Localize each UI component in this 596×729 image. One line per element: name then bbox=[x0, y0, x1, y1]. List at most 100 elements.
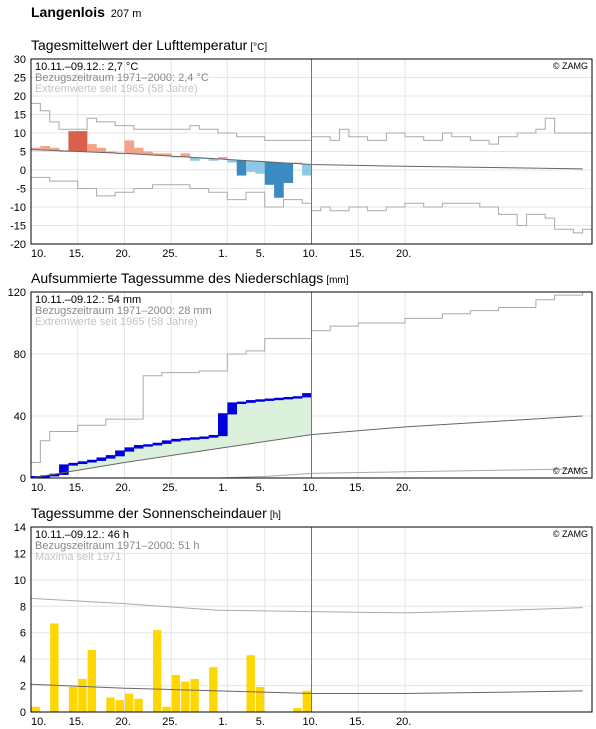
station-header: Langenlois 207 m bbox=[31, 4, 141, 20]
x-tick-label: 15. bbox=[69, 248, 84, 260]
x-tick-label: 25. bbox=[162, 248, 177, 260]
precipitation-daily-increment bbox=[292, 396, 303, 399]
sunshine-bar bbox=[162, 706, 171, 712]
precipitation-daily-increment bbox=[77, 461, 88, 465]
temperature-bar bbox=[105, 151, 116, 153]
precipitation-daily-increment bbox=[49, 473, 60, 477]
sunshine-bar bbox=[106, 697, 115, 712]
precipitation-daily-increment bbox=[87, 459, 97, 463]
zamg-mark: © ZAMG bbox=[553, 466, 588, 476]
precipitation-daily-increment bbox=[246, 400, 256, 403]
x-tick-label: 20. bbox=[116, 716, 131, 728]
zamg-mark: © ZAMG bbox=[553, 529, 588, 539]
precipitation-daily-increment bbox=[171, 438, 181, 442]
x-tick-label: 15. bbox=[69, 482, 84, 494]
x-tick-label: 20. bbox=[396, 248, 411, 260]
x-tick-label: 1. bbox=[218, 716, 227, 728]
precipitation-title-text: Aufsummierte Tagessumme des Niederschlag… bbox=[31, 270, 324, 286]
y-tick-label: 15 bbox=[14, 110, 26, 122]
precipitation-daily-increment bbox=[208, 434, 219, 438]
x-tick-label: 10. bbox=[31, 248, 46, 260]
temperature-bar bbox=[246, 160, 256, 172]
temperature-bar bbox=[124, 140, 135, 154]
y-tick-label: 40 bbox=[14, 411, 26, 423]
info-period-value: 10.11.–09.12.: 46 h bbox=[35, 529, 129, 541]
temperature-bar bbox=[189, 157, 200, 161]
y-tick-label: 12 bbox=[14, 548, 26, 560]
sunshine-unit: [h] bbox=[269, 510, 281, 521]
sunshine-bar bbox=[255, 686, 265, 712]
temperature-bar bbox=[96, 147, 107, 153]
x-tick-label: 10. bbox=[31, 482, 46, 494]
precipitation-daily-increment bbox=[115, 450, 125, 457]
y-tick-label: 2 bbox=[20, 681, 26, 693]
precipitation-daily-increment bbox=[40, 475, 50, 478]
info-extremes-note: Maxima seit 1971 bbox=[35, 551, 121, 563]
temperature-bar bbox=[255, 161, 266, 174]
sunshine-bar bbox=[68, 686, 78, 712]
precipitation-unit: [mm] bbox=[326, 275, 349, 286]
precipitation-daily-increment bbox=[133, 445, 144, 449]
info-reference-value: Bezugszeitraum 1971–2000: 51 h bbox=[35, 540, 200, 552]
y-tick-label: 20 bbox=[14, 91, 26, 103]
temperature-bar bbox=[49, 147, 60, 151]
precipitation-daily-increment bbox=[124, 447, 135, 452]
plot-frame bbox=[30, 58, 593, 245]
station-elevation: 207 m bbox=[110, 8, 142, 20]
temperature-bar bbox=[264, 161, 275, 185]
y-tick-label: 30 bbox=[14, 54, 26, 66]
x-tick-label: 1. bbox=[218, 482, 227, 494]
temperature-bar bbox=[208, 158, 219, 161]
sunshine-chart-title: Tagessumme der Sonnenscheindauer [h] bbox=[31, 505, 281, 521]
sunshine-bar bbox=[171, 675, 181, 712]
x-tick-label: 25. bbox=[162, 716, 177, 728]
y-tick-label: -10 bbox=[10, 202, 26, 214]
temperature-bar bbox=[302, 164, 312, 176]
temperature-bar bbox=[77, 131, 88, 152]
x-tick-label: 15. bbox=[349, 482, 364, 494]
temperature-bar bbox=[283, 163, 294, 183]
temperature-bar bbox=[133, 147, 144, 155]
x-tick-label: 15. bbox=[349, 248, 364, 260]
temperature-bar bbox=[218, 157, 228, 160]
sunshine-bar bbox=[293, 708, 302, 712]
precipitation-daily-increment bbox=[199, 436, 209, 439]
precipitation-daily-increment bbox=[283, 396, 294, 400]
sunshine-bar bbox=[134, 698, 143, 712]
precipitation-daily-increment bbox=[143, 444, 153, 447]
x-tick-label: 10. bbox=[303, 482, 318, 494]
x-tick-label: 20. bbox=[396, 716, 411, 728]
sunshine-bar bbox=[87, 649, 96, 712]
precipitation-daily-increment bbox=[227, 402, 237, 415]
sunshine-bar bbox=[115, 700, 124, 712]
x-tick-label: 15. bbox=[349, 716, 364, 728]
x-tick-label: 5. bbox=[256, 716, 265, 728]
precipitation-daily-increment bbox=[218, 413, 228, 437]
x-tick-label: 1. bbox=[218, 248, 227, 260]
temperature-bar bbox=[227, 159, 237, 163]
temperature-min-line bbox=[31, 176, 592, 234]
plot-frame bbox=[30, 526, 593, 713]
y-tick-label: 10 bbox=[14, 575, 26, 587]
y-tick-label: 0 bbox=[20, 165, 26, 177]
y-tick-label: 8 bbox=[20, 601, 26, 613]
y-tick-label: 4 bbox=[20, 654, 26, 666]
precipitation-daily-increment bbox=[255, 399, 266, 402]
y-tick-label: 5 bbox=[20, 147, 26, 159]
temperature-bar bbox=[292, 162, 303, 164]
temperature-bar bbox=[161, 153, 172, 156]
temperature-bar bbox=[40, 145, 50, 151]
precipitation-daily-increment bbox=[189, 437, 200, 440]
temperature-max-line bbox=[31, 102, 592, 145]
x-tick-label: 10. bbox=[31, 716, 46, 728]
precipitation-daily-increment bbox=[96, 457, 107, 461]
y-tick-label: -20 bbox=[10, 239, 26, 251]
y-tick-label: 80 bbox=[14, 349, 26, 361]
precipitation-daily-increment bbox=[152, 442, 163, 446]
sunshine-bar bbox=[190, 678, 199, 712]
x-tick-label: 10. bbox=[303, 716, 318, 728]
